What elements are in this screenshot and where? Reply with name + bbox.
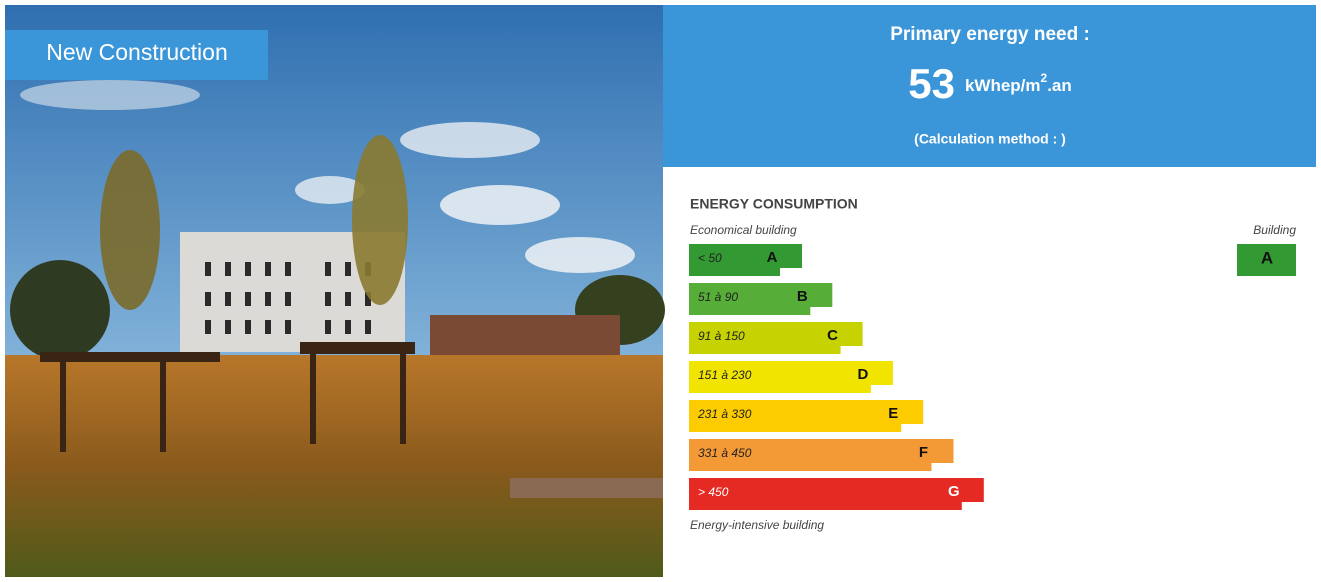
rating-bar xyxy=(689,361,893,385)
rating-bar xyxy=(689,244,802,268)
rating-range: 91 à 150 xyxy=(698,329,745,343)
rating-bar-tail xyxy=(689,502,962,510)
rating-letter: E xyxy=(888,405,898,422)
rating-range: 51 à 90 xyxy=(698,290,738,304)
header-method: (Calculation method : ) xyxy=(914,131,1066,147)
header-value: 53 kWhep/m2.an xyxy=(908,60,1072,107)
unit: kWhep/m xyxy=(965,76,1041,95)
photo: New Construction xyxy=(5,5,665,577)
rating-bar xyxy=(689,322,863,346)
unit-sup: 2 xyxy=(1041,71,1048,85)
rating-range: 151 à 230 xyxy=(698,368,752,382)
unit-tail: .an xyxy=(1047,76,1072,95)
section-title: ENERGY CONSUMPTION xyxy=(690,196,858,212)
rating-range: 231 à 330 xyxy=(697,407,752,421)
energy-value: 53 xyxy=(908,60,955,107)
rating-letter: F xyxy=(919,444,928,461)
rating-bar-tail xyxy=(689,424,902,432)
rating-bar xyxy=(689,400,924,424)
rating-letter: A xyxy=(767,249,778,266)
rating-bar xyxy=(689,478,984,502)
building-badge-tail xyxy=(1237,268,1296,276)
photo-label-bg xyxy=(5,30,268,80)
rating-bar-tail xyxy=(689,268,780,276)
rating-range: 331 à 450 xyxy=(698,446,752,460)
rating-range: < 50 xyxy=(698,251,722,265)
rating-letter: D xyxy=(857,366,868,383)
rating-bar-tail xyxy=(689,346,841,354)
building-badge xyxy=(1237,244,1296,268)
rating-scale: < 50 A 51 à 90 B 91 à 150 C 151 à 230 D 231 à 33… xyxy=(689,244,1296,510)
top-note: Economical building xyxy=(690,223,797,237)
bottom-note: Energy-intensive building xyxy=(690,518,824,532)
rating-letter: B xyxy=(797,288,808,305)
rating-bar xyxy=(689,283,833,307)
rating-bar-tail xyxy=(689,307,811,315)
rating-bar-tail xyxy=(689,463,932,471)
rating-letter: C xyxy=(827,327,838,344)
building-rating: A xyxy=(1261,248,1273,267)
header-panel xyxy=(663,5,1316,167)
rating-range: > 450 xyxy=(698,485,729,499)
rating-letter: G xyxy=(948,483,960,500)
rating-bar-tail xyxy=(689,385,871,393)
building-label: Building xyxy=(1253,223,1296,237)
header-title: Primary energy need : xyxy=(890,24,1090,45)
photo-label: New Construction xyxy=(46,39,228,65)
rating-bar xyxy=(689,439,954,463)
